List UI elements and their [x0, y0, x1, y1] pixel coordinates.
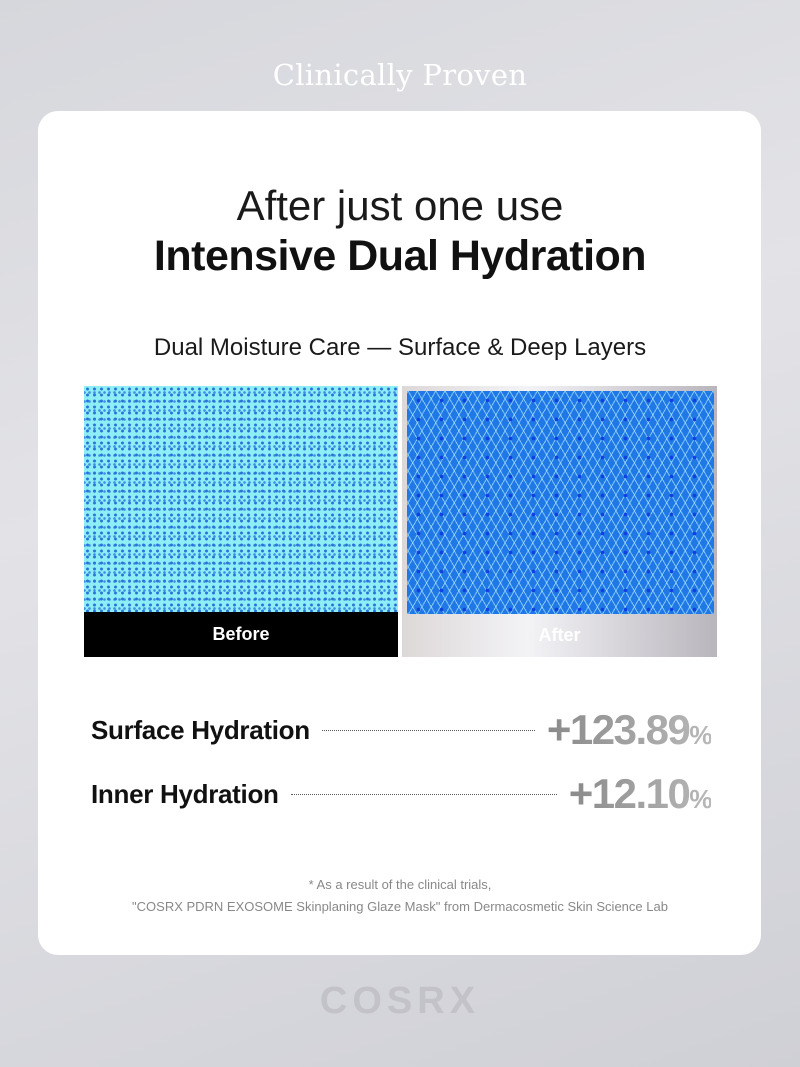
- headline-line2: Intensive Dual Hydration: [153, 232, 647, 280]
- result-label: Surface Hydration: [91, 714, 310, 745]
- result-value: +123.89%: [547, 706, 711, 754]
- after-skin-image: [407, 391, 714, 614]
- result-value: +12.10%: [569, 770, 711, 818]
- before-label: Before: [84, 612, 398, 657]
- dotted-leader: [290, 793, 557, 795]
- result-row-inner: Inner Hydration +12.10%: [91, 770, 711, 818]
- value-unit: %: [689, 784, 711, 814]
- value-unit: %: [689, 720, 711, 750]
- value-number: +12.10: [568, 770, 690, 817]
- result-row-surface: Surface Hydration +123.89%: [91, 706, 711, 754]
- dotted-leader: [321, 729, 535, 731]
- subtitle: Dual Moisture Care — Surface & Deep Laye…: [153, 334, 647, 361]
- brand-logo: COSRX: [319, 980, 481, 1022]
- value-number: +123.89: [546, 706, 690, 753]
- footnote-line1: * As a result of the clinical trials,: [308, 877, 492, 892]
- before-skin-image: [84, 386, 398, 612]
- footnote-line2: "COSRX PDRN EXOSOME Skinplaning Glaze Ma…: [132, 899, 668, 914]
- result-label: Inner Hydration: [91, 778, 279, 809]
- headline-line1: After just one use: [236, 182, 564, 229]
- after-label: After: [538, 625, 581, 645]
- section-title: Clinically Proven: [272, 58, 528, 92]
